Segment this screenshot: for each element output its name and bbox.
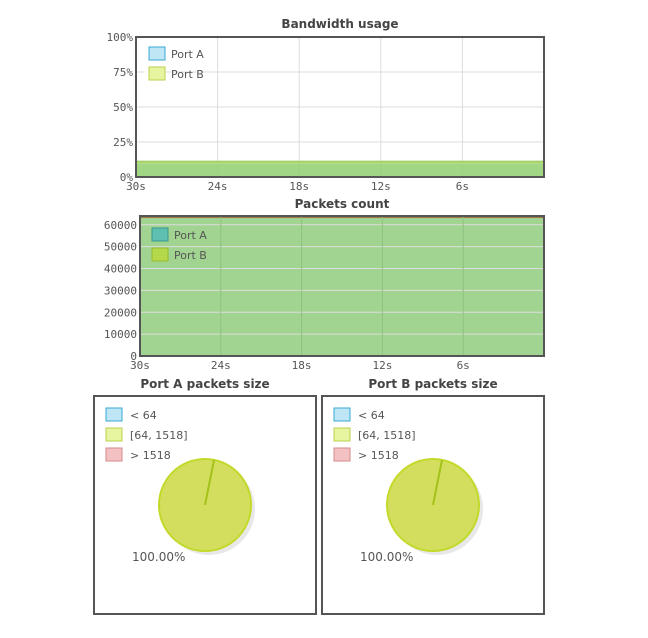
legend-swatch-port-a [151,227,169,242]
x-tick-label: 24s [211,359,231,372]
x-tick-label: 6s [457,359,470,372]
y-tick-label: 40000 [104,263,137,276]
legend-label-port-b: Port B [171,68,204,81]
legend-label-port-a: Port A [171,48,204,61]
port-a-pie-slice-edge [204,459,215,506]
y-tick-label: 75% [113,66,133,79]
area-series-port-a [136,163,544,177]
packets-areas [140,216,544,356]
legend-swatch-gt1518 [333,447,351,462]
y-tick-label: 50000 [104,241,137,254]
x-tick-label: 12s [371,180,391,193]
x-tick-label: 24s [208,180,228,193]
legend-swatch-port-b [148,66,166,81]
legend-label-gt1518: > 1518 [358,449,399,462]
port-a-pie-slice-label: 100.00% [132,550,185,564]
y-tick-label: 0 [130,350,137,363]
legend-label-gt1518: > 1518 [130,449,171,462]
x-tick-label: 12s [372,359,392,372]
port-b-pie-chart: Port B packets size < 64 [64, 1518] > 15… [321,377,545,615]
packets-x-ticks: 30s 24s 18s 12s 6s [130,359,470,372]
packets-chart: Packets count 60000 50000 40000 30000 20000 1… [104,197,545,372]
bandwidth-x-ticks: 30s 24s 18s 12s 6s [126,180,469,193]
legend-label-port-b: Port B [174,249,207,262]
area-series-port-b [140,217,544,356]
legend-label-mid: [64, 1518] [130,429,188,442]
legend-swatch-mid [105,427,123,442]
bandwidth-areas [136,160,544,177]
y-tick-label: 60000 [104,219,137,232]
bandwidth-chart-title: Bandwidth usage [281,17,398,31]
x-tick-label: 30s [126,180,146,193]
legend-swatch-port-b [151,247,169,262]
port-b-pie-legend: < 64 [64, 1518] > 1518 [333,407,416,462]
legend-swatch-lt64 [105,407,123,422]
legend-swatch-lt64 [333,407,351,422]
legend-swatch-mid [333,427,351,442]
y-tick-label: 10000 [104,328,137,341]
legend-swatch-gt1518 [105,447,123,462]
legend-label-lt64: < 64 [130,409,157,422]
bandwidth-plot-frame [135,36,545,178]
port-a-pie-legend: < 64 [64, 1518] > 1518 [105,407,188,462]
legend-label-mid: [64, 1518] [358,429,416,442]
y-tick-label: 30000 [104,284,137,297]
bandwidth-legend: Port A Port B [144,43,204,87]
packets-chart-title: Packets count [295,197,390,211]
packets-plot-frame [139,215,545,357]
x-tick-label: 18s [289,180,309,193]
y-tick-label: 50% [113,101,133,114]
port-a-pie-chart: Port A packets size < 64 [64, 1518] > 15… [93,377,317,615]
legend-swatch-port-a [148,46,166,61]
packets-grid [140,216,544,356]
port-b-pie-title: Port B packets size [368,377,497,391]
y-tick-label: 100% [107,31,134,44]
packets-legend: Port A Port B [151,227,207,262]
bandwidth-chart: Bandwidth usage 100% 75% 50% 25% 0% 30s 24s 18… [107,17,545,193]
legend-label-lt64: < 64 [358,409,385,422]
port-b-pie-slice-label: 100.00% [360,550,413,564]
area-series-port-b [136,161,544,177]
bandwidth-grid [136,37,544,177]
y-tick-label: 25% [113,136,133,149]
port-b-pie-slice-edge [432,459,443,506]
bandwidth-y-ticks: 100% 75% 50% 25% 0% [107,31,134,184]
x-tick-label: 6s [456,180,469,193]
x-tick-label: 18s [292,359,312,372]
port-a-pie-title: Port A packets size [140,377,269,391]
x-tick-label: 30s [130,359,150,372]
y-tick-label: 20000 [104,306,137,319]
y-tick-label: 0% [120,171,134,184]
legend-label-port-a: Port A [174,229,207,242]
packets-y-ticks: 60000 50000 40000 30000 20000 10000 0 [104,219,137,363]
area-series-port-a [140,217,544,356]
